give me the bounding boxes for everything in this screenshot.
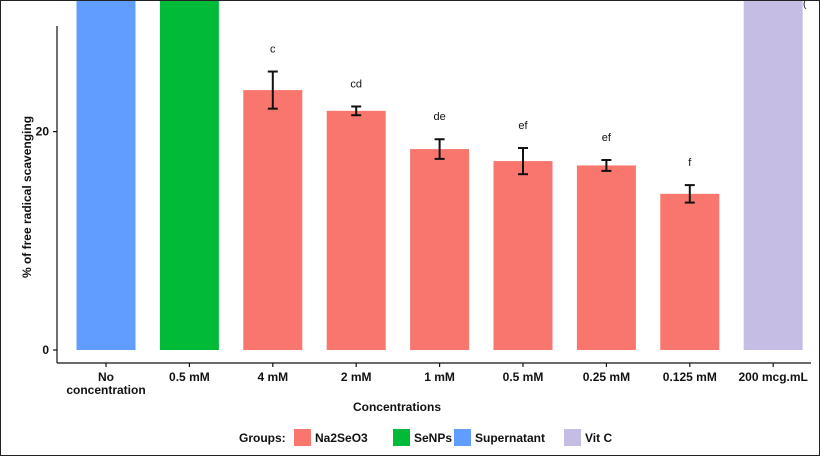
- significance-label: cd: [350, 78, 362, 90]
- legend-swatch: [393, 429, 410, 446]
- x-tick-label: 0.125 mM: [663, 370, 717, 384]
- legend-title: Groups:: [239, 431, 286, 445]
- x-tick-label: No concentration: [66, 370, 145, 397]
- legend-label: Na2SeO3: [315, 431, 368, 445]
- x-tick-label: 0.25 mM: [583, 370, 630, 384]
- legend: Groups: Na2SeO3 SeNPs Supernatant Vit C: [239, 429, 612, 446]
- legend-label: Supernatant: [475, 431, 545, 445]
- error-bar-8: [684, 184, 695, 204]
- legend-swatch: [454, 429, 471, 446]
- legend-item: Na2SeO3: [294, 429, 368, 446]
- legend-item: Vit C: [564, 429, 612, 446]
- x-tick-label: 200 mcg.mL: [739, 370, 808, 384]
- corner-mark: (: [803, 1, 807, 10]
- y-tick-label: 20: [36, 125, 50, 139]
- legend-item: Supernatant: [454, 429, 545, 446]
- bar-9: [743, 1, 803, 350]
- bar-5: [410, 149, 470, 350]
- legend-label: Vit C: [585, 431, 612, 445]
- bar-4: [326, 110, 386, 351]
- error-bar-4: [351, 105, 362, 117]
- bar-7: [576, 165, 636, 350]
- bar-3: [243, 90, 303, 350]
- legend-label: SeNPs: [414, 431, 452, 445]
- bar-1: [76, 1, 136, 350]
- x-axis-title: Concentrations: [353, 400, 441, 414]
- bar-8: [660, 193, 720, 350]
- significance-label: ef: [518, 120, 528, 132]
- error-bar-5: [434, 138, 445, 160]
- legend-item: SeNPs: [393, 429, 452, 446]
- error-bar-3: [267, 70, 278, 110]
- significance-label: f: [688, 157, 692, 169]
- x-ticks: No concentration 0.5 mM 4 mM 2 mM 1 mM 0.5 mM 0…: [66, 363, 808, 397]
- bar-6: [493, 161, 553, 350]
- x-tick-label: 4 mM: [257, 370, 288, 384]
- x-tick-label: 0.5 mM: [503, 370, 544, 384]
- y-tick-label: 0: [42, 343, 49, 357]
- significance-label: c: [270, 44, 276, 56]
- x-tick-label: 0.5 mM: [169, 370, 210, 384]
- y-ticks: 02040: [36, 125, 57, 357]
- x-tick-label: 2 mM: [341, 370, 372, 384]
- bar-2: [159, 1, 219, 351]
- x-tick-label: 1 mM: [424, 370, 455, 384]
- significance-label: de: [433, 111, 445, 123]
- y-axis-title: % of free radical scavenging: [20, 116, 34, 278]
- significance-label: ef: [602, 132, 612, 144]
- error-bar-7: [601, 158, 612, 172]
- legend-swatch: [564, 429, 581, 446]
- legend-swatch: [294, 429, 311, 446]
- error-bar-6: [518, 146, 528, 176]
- plot-area: abccddeefeffg: [76, 1, 803, 351]
